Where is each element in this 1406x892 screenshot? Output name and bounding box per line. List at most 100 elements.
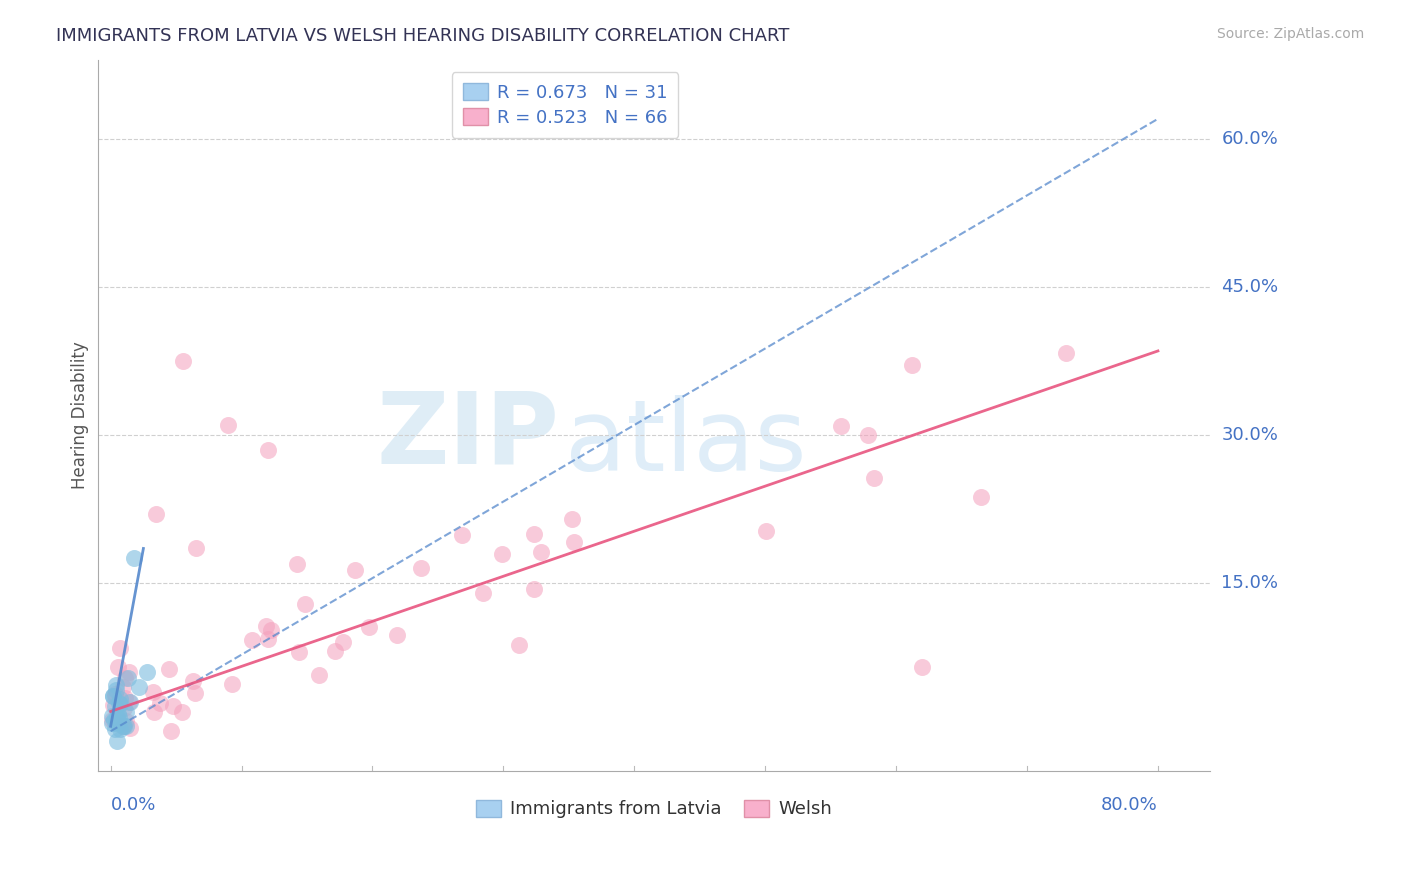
Text: Source: ZipAtlas.com: Source: ZipAtlas.com	[1216, 27, 1364, 41]
Text: 60.0%: 60.0%	[1222, 129, 1278, 147]
Point	[103, 689, 125, 703]
Point	[105, 710, 128, 724]
Point	[508, 638, 530, 652]
Point	[184, 541, 207, 556]
Point	[104, 698, 127, 713]
Point	[107, 696, 129, 710]
Point	[344, 563, 367, 577]
Text: 15.0%: 15.0%	[1222, 574, 1278, 592]
Point	[260, 623, 283, 637]
Point	[104, 682, 127, 697]
Point	[105, 714, 128, 729]
Point	[294, 597, 316, 611]
Text: 80.0%: 80.0%	[1101, 796, 1159, 814]
Point	[117, 695, 139, 709]
Point	[218, 417, 240, 432]
Point	[136, 665, 159, 679]
Text: 30.0%: 30.0%	[1222, 425, 1278, 444]
Text: IMMIGRANTS FROM LATVIA VS WELSH HEARING DISABILITY CORRELATION CHART: IMMIGRANTS FROM LATVIA VS WELSH HEARING …	[56, 27, 790, 45]
Legend: Immigrants from Latvia, Welsh: Immigrants from Latvia, Welsh	[470, 792, 839, 826]
Point	[561, 512, 583, 526]
Point	[115, 705, 138, 719]
Point	[256, 442, 278, 457]
Point	[108, 723, 131, 737]
Point	[157, 662, 180, 676]
Point	[308, 667, 330, 681]
Point	[830, 419, 852, 434]
Point	[111, 680, 134, 694]
Point	[104, 689, 127, 703]
Point	[101, 698, 124, 713]
Text: atlas: atlas	[565, 395, 807, 492]
Point	[149, 696, 172, 710]
Point	[104, 678, 127, 692]
Point	[111, 719, 134, 733]
Point	[170, 705, 193, 719]
Point	[357, 620, 380, 634]
Point	[863, 471, 886, 485]
Point	[181, 673, 204, 688]
Point	[112, 719, 135, 733]
Point	[257, 632, 280, 646]
Point	[101, 715, 124, 730]
Point	[108, 692, 131, 706]
Point	[562, 535, 585, 549]
Text: ZIP: ZIP	[377, 388, 560, 485]
Point	[118, 722, 141, 736]
Point	[101, 689, 124, 703]
Point	[1054, 346, 1077, 360]
Point	[104, 723, 127, 737]
Point	[472, 586, 495, 600]
Point	[332, 635, 354, 649]
Point	[105, 710, 128, 724]
Point	[530, 545, 553, 559]
Point	[385, 628, 408, 642]
Point	[118, 665, 141, 680]
Point	[117, 671, 139, 685]
Text: 0.0%: 0.0%	[111, 796, 156, 814]
Point	[451, 527, 474, 541]
Point	[100, 709, 122, 723]
Point	[107, 717, 129, 731]
Point	[114, 714, 136, 728]
Point	[120, 695, 142, 709]
Point	[112, 719, 135, 733]
Point	[114, 671, 136, 685]
Point	[143, 705, 166, 719]
Point	[523, 527, 546, 541]
Point	[114, 691, 136, 706]
Point	[183, 686, 205, 700]
Point	[411, 561, 433, 575]
Point	[110, 697, 132, 711]
Point	[101, 714, 124, 728]
Point	[104, 687, 127, 701]
Point	[160, 724, 183, 739]
Point	[162, 699, 184, 714]
Point	[105, 734, 128, 748]
Point	[172, 354, 194, 368]
Point	[112, 701, 135, 715]
Point	[145, 507, 167, 521]
Text: 45.0%: 45.0%	[1222, 277, 1278, 296]
Point	[221, 677, 243, 691]
Point	[107, 660, 129, 674]
Point	[323, 644, 346, 658]
Point	[122, 551, 145, 566]
Point	[755, 524, 778, 538]
Point	[107, 707, 129, 722]
Y-axis label: Hearing Disability: Hearing Disability	[72, 342, 89, 489]
Point	[491, 547, 513, 561]
Point	[242, 633, 264, 648]
Point	[254, 618, 277, 632]
Point	[911, 660, 934, 674]
Point	[901, 359, 924, 373]
Point	[523, 582, 546, 596]
Point	[115, 718, 138, 732]
Point	[858, 428, 880, 442]
Point	[105, 715, 128, 730]
Point	[970, 491, 993, 505]
Point	[142, 685, 165, 699]
Point	[103, 714, 125, 728]
Point	[108, 710, 131, 724]
Point	[128, 680, 150, 694]
